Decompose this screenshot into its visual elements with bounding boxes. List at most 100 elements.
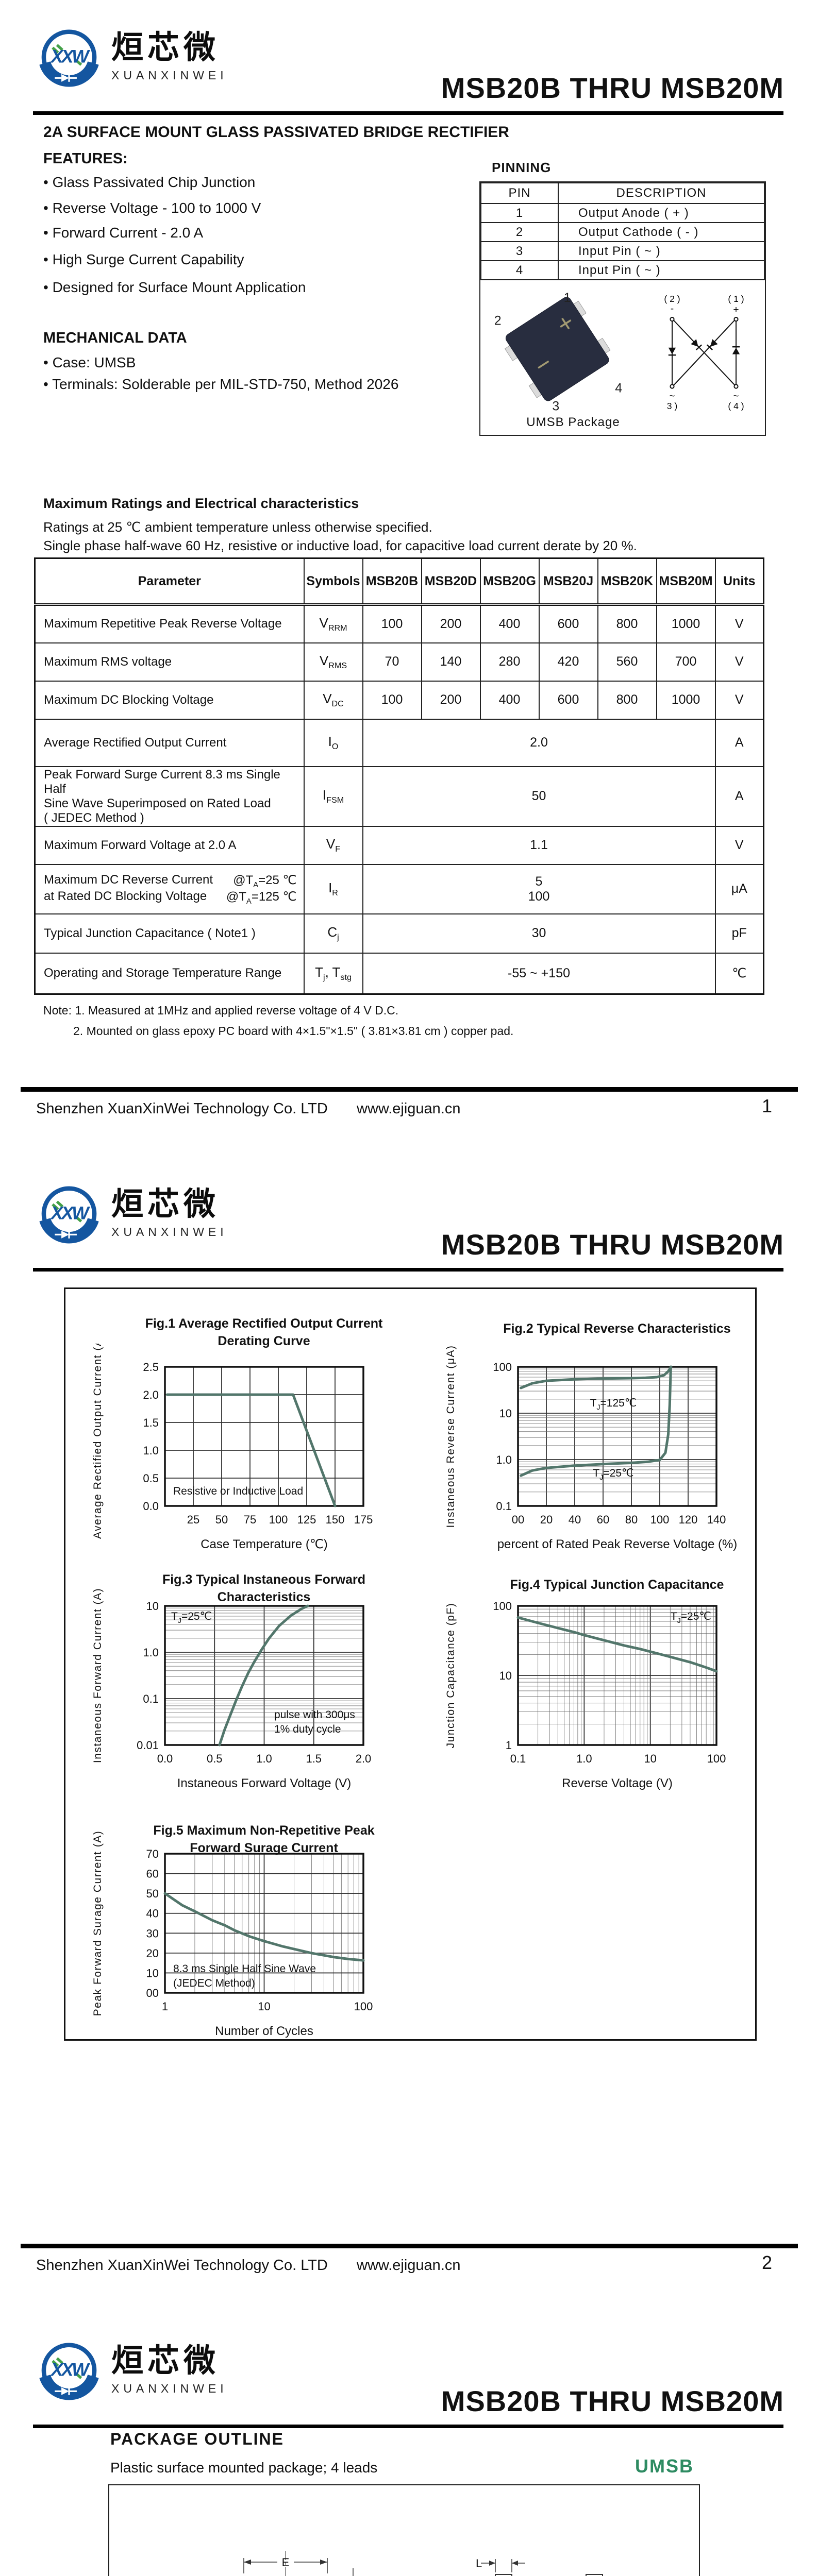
terminal-2-sign: -: [671, 303, 674, 314]
page-2: XXW 烜芯微 XUANXINWEI MSB20B THRU MSB20M Fi…: [0, 1157, 818, 2313]
parameter: Operating and Storage Temperature Range: [34, 952, 305, 995]
feature-item: • High Surge Current Capability: [43, 251, 244, 267]
svg-text:1% duty cycle: 1% duty cycle: [274, 1723, 341, 1735]
page-1: XXW 烜芯微 XUANXINWEI MSB20B THRU MSB20M 2A…: [0, 0, 818, 1157]
parameter: Maximum DC Reverse Current @TA=25 ℃ at Ra…: [34, 863, 305, 914]
col-header: MSB20D: [421, 557, 481, 606]
chip-body: [505, 297, 609, 401]
ratings-table: Parameter Symbols MSB20B MSB20D MSB20G M…: [34, 557, 764, 995]
svg-text:0.5: 0.5: [143, 1472, 159, 1485]
value: 200: [421, 680, 481, 720]
package-photo: + − 1 2 3 4: [494, 291, 622, 414]
svg-text:Case Temperature (℃): Case Temperature (℃): [201, 1537, 328, 1551]
svg-text:100: 100: [707, 1752, 726, 1765]
pin-desc: Output Cathode ( - ): [558, 222, 765, 242]
svg-text:30: 30: [146, 1927, 159, 1940]
company-logo: XXW 烜芯微 XUANXINWEI: [36, 2339, 228, 2405]
mechanical-item: • Terminals: Solderable per MIL-STD-750,…: [43, 376, 399, 392]
svg-text:Junction Capacitance (pF): Junction Capacitance (pF): [445, 1603, 457, 1749]
svg-text:Instaneous Forward Voltage (V): Instaneous Forward Voltage (V): [177, 1776, 352, 1790]
symbol: VRMS: [303, 642, 363, 682]
company-name-en: XUANXINWEI: [111, 2382, 228, 2396]
svg-text:40: 40: [146, 1907, 159, 1920]
svg-text:100: 100: [493, 1600, 512, 1613]
svg-text:TJ=25℃: TJ=25℃: [171, 1611, 212, 1625]
value: 280: [479, 642, 540, 682]
svg-text:100: 100: [354, 2000, 373, 2013]
pin-desc: Output Anode ( + ): [558, 203, 765, 223]
svg-text:0.5: 0.5: [207, 1752, 223, 1765]
svg-text:percent of Rated Peak Reverse: percent of Rated Peak Reverse Voltage (%…: [497, 1537, 738, 1551]
svg-text:10: 10: [146, 1600, 159, 1613]
company-name-en: XUANXINWEI: [111, 1225, 228, 1239]
product-subtitle: 2A SURFACE MOUNT GLASS PASSIVATED BRIDGE…: [43, 124, 509, 141]
svg-text:TJ=125℃: TJ=125℃: [590, 1397, 637, 1412]
svg-text:25: 25: [187, 1513, 199, 1526]
feature-item: • Forward Current - 2.0 A: [43, 225, 204, 241]
svg-text:Peak Forward Surage Current (A: Peak Forward Surage Current (A): [92, 1831, 104, 2016]
svg-text:00: 00: [512, 1513, 524, 1526]
doc-title: MSB20B THRU MSB20M: [441, 72, 784, 104]
ratings-condition: Ratings at 25 ℃ ambient temperature unle…: [43, 519, 432, 535]
terminal-1-label: ( 1 ): [728, 294, 744, 304]
pin3-label: 3: [552, 399, 559, 414]
value: 800: [597, 680, 657, 720]
col-header: Units: [714, 557, 764, 606]
value: 5 100: [362, 863, 716, 914]
diode-icon: [691, 339, 702, 351]
pin-col-header: PIN: [480, 182, 559, 204]
svg-text:0.1: 0.1: [496, 1500, 512, 1513]
doc-title: MSB20B THRU MSB20M: [441, 2385, 784, 2417]
feature-item: • Reverse Voltage - 100 to 1000 V: [43, 200, 261, 216]
svg-text:Reverse Voltage (V): Reverse Voltage (V): [562, 1776, 673, 1790]
value: 800: [597, 604, 657, 643]
logo-mark-icon: XXW: [39, 1186, 99, 1244]
diode-icon: [732, 346, 740, 354]
svg-text:1.0: 1.0: [143, 1646, 159, 1659]
pin2-label: 2: [494, 313, 502, 328]
fig4-title: Fig.4 Typical Junction Capacitance: [510, 1578, 724, 1592]
mechanical-item: • Case: UMSB: [43, 354, 136, 370]
svg-text:1.5: 1.5: [306, 1752, 322, 1765]
svg-text:100: 100: [650, 1513, 670, 1526]
table-header-row: Parameter Symbols MSB20B MSB20D MSB20G M…: [34, 557, 764, 606]
dim-L-label: L: [476, 2557, 482, 2570]
units: ℃: [714, 952, 764, 995]
svg-text:75: 75: [244, 1513, 256, 1526]
svg-text:pulse with 300μs: pulse with 300μs: [274, 1709, 355, 1721]
parameter: Typical Junction Capacitance ( Note1 ): [34, 913, 305, 954]
dim-E-label: E: [282, 2556, 290, 2569]
svg-text:100: 100: [493, 1361, 512, 1374]
svg-text:125: 125: [297, 1513, 316, 1526]
table-row: Operating and Storage Temperature Range …: [34, 952, 764, 995]
parameter: Peak Forward Surge Current 8.3 ms Single…: [34, 766, 305, 827]
units: μA: [714, 863, 764, 914]
pin-number: 4: [480, 260, 559, 280]
svg-text:100: 100: [269, 1513, 288, 1526]
company-name-cn: 烜芯微: [111, 30, 220, 65]
fig5-title: Fig.5 Maximum Non-Repetitive Peak Forward…: [153, 1823, 375, 1855]
col-header: Parameter: [34, 557, 305, 606]
footer-rule: [21, 2244, 798, 2248]
parameter: Maximum RMS voltage: [34, 642, 305, 682]
company-logo: XXW 烜芯微 XUANXINWEI: [36, 26, 228, 92]
table-row: 3 Input Pin ( ~ ): [480, 241, 765, 261]
pin-desc: Input Pin ( ~ ): [558, 241, 765, 261]
page-3: XXW 烜芯微 XUANXINWEI MSB20B THRU MSB20M PA…: [0, 2313, 818, 2576]
svg-text:1.0: 1.0: [143, 1444, 159, 1457]
svg-text:80: 80: [625, 1513, 638, 1526]
page-number: 1: [762, 1095, 773, 1116]
table-row: Maximum Repetitive Peak Reverse Voltage …: [34, 604, 764, 643]
logo-mark-icon: XXW: [39, 29, 99, 87]
pin-number: 2: [480, 222, 559, 242]
svg-text:10: 10: [499, 1669, 512, 1682]
company-logo: XXW 烜芯微 XUANXINWEI: [36, 1182, 228, 1248]
table-header-row: PIN DESCRIPTION: [480, 182, 765, 204]
outline-top-view: E D b: [243, 2551, 354, 2576]
value: 140: [421, 642, 481, 682]
svg-text:1.0: 1.0: [576, 1752, 592, 1765]
pinning-table: PIN DESCRIPTION 1 Output Anode ( + ) 2 Out…: [480, 182, 765, 280]
svg-text:10: 10: [644, 1752, 656, 1765]
logo-monogram: XXW: [50, 1203, 91, 1223]
table-row: Average Rectified Output Current IO 2.0 …: [34, 718, 764, 767]
